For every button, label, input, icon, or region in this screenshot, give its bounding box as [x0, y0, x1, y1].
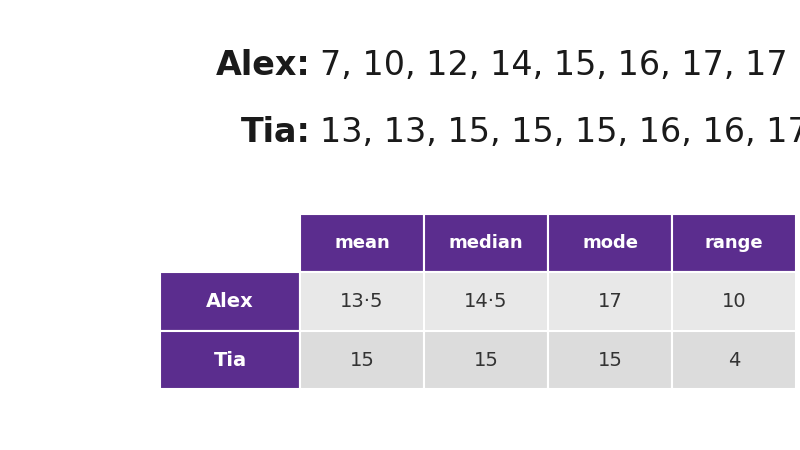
Text: 15: 15: [350, 351, 374, 369]
FancyBboxPatch shape: [672, 214, 796, 272]
FancyBboxPatch shape: [424, 272, 548, 331]
Text: Tia: Tia: [214, 351, 246, 369]
FancyBboxPatch shape: [160, 331, 300, 389]
FancyBboxPatch shape: [672, 331, 796, 389]
FancyBboxPatch shape: [424, 331, 548, 389]
FancyBboxPatch shape: [424, 214, 548, 272]
FancyBboxPatch shape: [548, 272, 672, 331]
FancyBboxPatch shape: [300, 331, 424, 389]
Text: Tia:: Tia:: [241, 116, 310, 149]
FancyBboxPatch shape: [300, 272, 424, 331]
Text: 4: 4: [728, 351, 740, 369]
Text: mean: mean: [334, 234, 390, 252]
Text: range: range: [705, 234, 763, 252]
FancyBboxPatch shape: [548, 214, 672, 272]
FancyBboxPatch shape: [548, 331, 672, 389]
FancyBboxPatch shape: [300, 214, 424, 272]
Text: 14·5: 14·5: [464, 292, 508, 311]
Text: 10: 10: [722, 292, 746, 311]
FancyBboxPatch shape: [160, 272, 300, 331]
Text: mode: mode: [582, 234, 638, 252]
Text: Alex:: Alex:: [216, 49, 310, 82]
Text: 13, 13, 15, 15, 15, 16, 16, 17: 13, 13, 15, 15, 15, 16, 16, 17: [320, 116, 800, 149]
Text: median: median: [449, 234, 523, 252]
Text: 17: 17: [598, 292, 622, 311]
Text: 15: 15: [474, 351, 498, 369]
Text: 15: 15: [598, 351, 622, 369]
FancyBboxPatch shape: [672, 272, 796, 331]
Text: Alex: Alex: [206, 292, 254, 311]
Text: 13·5: 13·5: [340, 292, 384, 311]
Text: 7, 10, 12, 14, 15, 16, 17, 17: 7, 10, 12, 14, 15, 16, 17, 17: [320, 49, 788, 82]
